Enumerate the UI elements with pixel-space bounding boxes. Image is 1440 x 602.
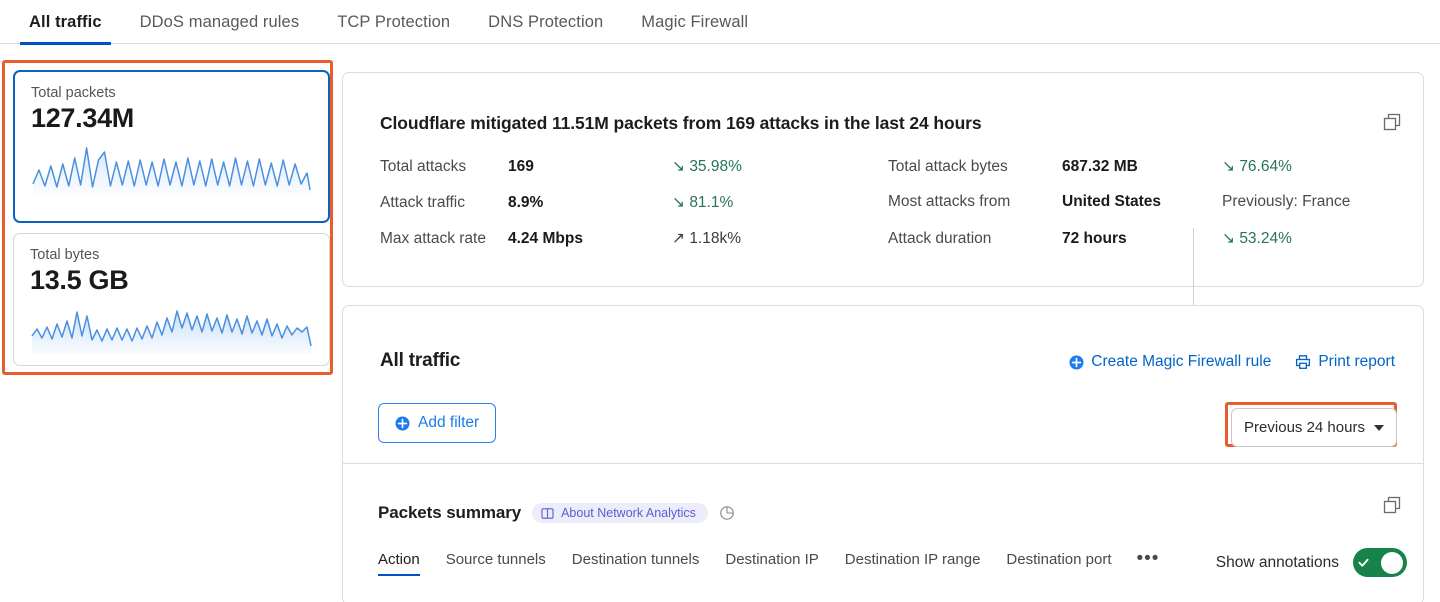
- subtab-action[interactable]: Action: [378, 551, 433, 576]
- panel-actions: Create Magic Firewall rule Print report: [1069, 353, 1395, 371]
- stat-delta: Previously: France: [1222, 193, 1351, 210]
- print-report-label: Print report: [1318, 353, 1395, 370]
- trend-up-icon: ↗: [672, 230, 685, 247]
- primary-tabs: All traffic DDoS managed rules TCP Prote…: [0, 0, 1440, 45]
- stat-total-attacks: Total attacks 169 ↘ 35.98%: [380, 157, 742, 193]
- sparkline-total-packets: [32, 147, 311, 200]
- metric-label: Total bytes: [30, 247, 100, 263]
- stat-value: 4.24 Mbps: [508, 230, 583, 247]
- tab-all-traffic[interactable]: All traffic: [10, 13, 121, 45]
- attack-summary-panel: Cloudflare mitigated 11.51M packets from…: [342, 72, 1424, 332]
- create-rule-label: Create Magic Firewall rule: [1091, 353, 1272, 370]
- subtab-source-tunnels[interactable]: Source tunnels: [445, 551, 546, 568]
- metric-card-total-packets[interactable]: Total packets 127.34M: [13, 70, 330, 223]
- stat-value: 8.9%: [508, 194, 544, 211]
- trend-down-icon: ↘: [1222, 230, 1235, 247]
- date-range-label: Previous 24 hours: [1244, 419, 1365, 436]
- metric-card-total-bytes[interactable]: Total bytes 13.5 GB: [13, 233, 330, 366]
- copy-icon[interactable]: [1383, 113, 1401, 136]
- metrics-annotation-box: Total packets 127.34M Total bytes 13.5 G…: [2, 60, 333, 375]
- tab-tcp-protection[interactable]: TCP Protection: [337, 13, 451, 31]
- panel-title: All traffic: [380, 350, 461, 371]
- stats-divider: [1193, 228, 1194, 332]
- toggle-knob: [1381, 551, 1403, 574]
- stat-most-attacks-from: Most attacks from United States Previous…: [888, 193, 1350, 229]
- create-magic-firewall-rule-button[interactable]: Create Magic Firewall rule: [1069, 353, 1271, 371]
- show-annotations-label: Show annotations: [1215, 553, 1339, 571]
- trend-down-icon: ↘: [672, 194, 685, 211]
- section-divider: [343, 463, 1423, 464]
- stat-label: Attack traffic: [380, 194, 465, 211]
- stat-attack-duration: Attack duration 72 hours ↘ 53.24%: [888, 229, 1350, 265]
- packets-summary-title: Packets summary: [378, 503, 522, 522]
- check-icon: [1358, 558, 1369, 567]
- add-filter-label: Add filter: [418, 414, 480, 431]
- date-range-dropdown[interactable]: Previous 24 hours: [1231, 408, 1397, 447]
- tab-magic-firewall[interactable]: Magic Firewall: [641, 13, 749, 31]
- chevron-down-icon: [1373, 424, 1384, 431]
- date-range-annotation-box: Previous 24 hours: [1225, 402, 1397, 447]
- primary-tabbar: All traffic DDoS managed rules TCP Prote…: [0, 0, 1440, 45]
- metric-value: 13.5 GB: [30, 265, 129, 295]
- subtab-destination-port[interactable]: Destination port: [1006, 551, 1112, 568]
- subtab-destination-ip[interactable]: Destination IP: [725, 551, 819, 568]
- stat-label: Total attacks: [380, 158, 467, 175]
- tab-dns-protection[interactable]: DNS Protection: [488, 13, 604, 31]
- trend-down-icon: ↘: [672, 158, 685, 175]
- stat-delta: ↘ 53.24%: [1222, 230, 1292, 247]
- stat-label: Total attack bytes: [888, 158, 1008, 175]
- stat-value: 687.32 MB: [1062, 158, 1138, 175]
- add-filter-button[interactable]: Add filter: [378, 403, 497, 443]
- stat-delta: ↗ 1.18k%: [672, 230, 742, 247]
- stats-column-left: Total attacks 169 ↘ 35.98% Attack traffi…: [380, 157, 742, 265]
- about-network-analytics-badge[interactable]: About Network Analytics: [532, 503, 708, 523]
- stat-value: United States: [1062, 193, 1162, 210]
- all-traffic-panel: All traffic Create Magic Firewall rule P…: [342, 305, 1424, 602]
- stat-max-attack-rate: Max attack rate 4.24 Mbps ↗ 1.18k%: [380, 229, 742, 265]
- stat-delta: ↘ 76.64%: [1222, 158, 1292, 175]
- pie-clock-icon[interactable]: [719, 505, 735, 521]
- packets-summary-subtabs: Action Source tunnels Destination tunnel…: [378, 548, 1169, 576]
- stat-delta: ↘ 35.98%: [672, 158, 742, 175]
- show-annotations-toggle[interactable]: [1353, 548, 1407, 577]
- show-annotations-control: Show annotations: [1216, 548, 1407, 577]
- stat-label: Max attack rate: [380, 230, 486, 247]
- stat-value: 72 hours: [1062, 230, 1127, 247]
- stat-value: 169: [508, 158, 534, 175]
- stat-label: Attack duration: [888, 230, 992, 247]
- stat-delta: ↘ 81.1%: [672, 194, 734, 211]
- stat-attack-traffic: Attack traffic 8.9% ↘ 81.1%: [380, 193, 742, 229]
- plus-circle-icon: [395, 416, 410, 430]
- stat-label: Most attacks from: [888, 193, 1011, 210]
- subtabs-overflow-button[interactable]: •••: [1136, 548, 1160, 569]
- book-icon: [541, 507, 554, 519]
- metric-label: Total packets: [31, 85, 116, 101]
- tab-ddos-managed-rules[interactable]: DDoS managed rules: [139, 13, 300, 31]
- stat-total-attack-bytes: Total attack bytes 687.32 MB ↘ 76.64%: [888, 157, 1350, 193]
- metric-value: 127.34M: [31, 103, 134, 133]
- print-report-button[interactable]: Print report: [1295, 353, 1395, 371]
- stats-column-right: Total attack bytes 687.32 MB ↘ 76.64% Mo…: [888, 157, 1350, 265]
- subtab-destination-ip-range[interactable]: Destination IP range: [844, 551, 981, 568]
- copy-icon[interactable]: [1383, 496, 1401, 519]
- badge-label: About Network Analytics: [561, 506, 696, 520]
- subtab-destination-tunnels[interactable]: Destination tunnels: [571, 551, 700, 568]
- trend-down-icon: ↘: [1222, 158, 1235, 175]
- plus-circle-icon: [1069, 355, 1084, 369]
- sparkline-total-bytes: [31, 310, 312, 354]
- packets-summary-header: Packets summary About Network Analytics: [378, 503, 735, 523]
- printer-icon: [1296, 355, 1311, 369]
- summary-headline: Cloudflare mitigated 11.51M packets from…: [380, 113, 982, 133]
